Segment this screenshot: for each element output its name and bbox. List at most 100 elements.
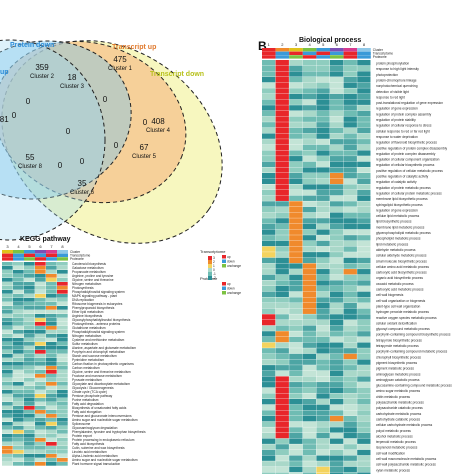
heatmap-cell xyxy=(35,386,46,390)
heatmap-cell xyxy=(35,262,46,266)
heatmap-cell xyxy=(357,342,371,348)
heatmap-cell xyxy=(357,252,371,258)
heatmap-cell xyxy=(289,116,303,122)
heatmap-cell xyxy=(275,195,289,201)
heatmap-cell xyxy=(302,82,317,88)
heatmap-cell xyxy=(24,262,35,266)
row-label: cellular aldehyde metabolic process xyxy=(376,254,427,258)
heatmap-cell xyxy=(357,274,371,281)
heatmap-cell xyxy=(57,362,68,366)
heatmap-cell xyxy=(357,319,371,326)
heatmap-cell xyxy=(357,139,371,145)
heatmap-cell xyxy=(46,366,57,370)
row-label: cellular lipid metabolic process xyxy=(376,214,420,218)
heatmap-cell xyxy=(343,127,357,134)
heatmap-cell xyxy=(46,274,57,278)
heatmap-cell xyxy=(57,290,68,294)
heatmap-cell xyxy=(330,173,344,179)
heatmap-cell xyxy=(262,252,276,258)
heatmap-cell xyxy=(46,434,57,438)
heatmap-cell xyxy=(2,382,13,386)
heatmap-cell xyxy=(275,314,289,320)
heatmap-cell xyxy=(262,60,276,66)
heatmap-cell xyxy=(275,263,289,269)
heatmap-cell xyxy=(275,466,289,473)
row-label: membrane lipid metabolic process xyxy=(376,225,425,229)
heatmap-cell xyxy=(330,246,344,252)
heatmap-cell xyxy=(343,93,357,100)
legend-scale-label: -1 xyxy=(213,272,216,276)
heatmap-cell xyxy=(275,201,289,207)
heatmap-cell xyxy=(357,173,371,179)
legend-transcriptome-item: down xyxy=(227,260,235,264)
heatmap-cell xyxy=(289,189,303,196)
heatmap-cell xyxy=(13,262,24,266)
heatmap-cell xyxy=(357,461,371,467)
row-label: Plant hormone signal transduction xyxy=(72,462,120,466)
heatmap-cell xyxy=(343,314,357,320)
heatmap-cell xyxy=(357,410,371,416)
heatmap-cell xyxy=(57,386,68,390)
row-label: polyol metabolic process xyxy=(376,429,411,433)
heatmap-cell xyxy=(343,286,357,292)
heatmap-cell xyxy=(275,427,289,433)
row-label: Fatty acid degradation xyxy=(72,402,104,406)
heatmap-cell xyxy=(262,438,276,444)
heatmap-cell xyxy=(46,362,57,366)
heatmap-cell xyxy=(343,240,357,247)
heatmap-cell xyxy=(302,415,317,422)
heatmap-cell xyxy=(2,458,13,462)
heatmap-cell xyxy=(330,269,344,275)
heatmap-cell xyxy=(357,82,371,88)
heatmap-cell xyxy=(330,461,344,467)
heatmap-cell xyxy=(343,404,357,410)
heatmap-cell xyxy=(35,302,46,306)
heatmap-cell xyxy=(262,246,276,252)
heatmap-cell xyxy=(24,318,35,322)
row-label: Glycosylphosphatidylinositol biosynthesi… xyxy=(72,318,131,322)
heatmap-cell xyxy=(275,280,289,286)
heatmap-cell xyxy=(302,218,317,224)
row-label: Phenylpropanoid biosynthesis xyxy=(72,306,115,310)
heatmap-cell xyxy=(35,366,46,370)
heatmap-cell xyxy=(57,318,68,322)
heatmap-cell xyxy=(57,406,68,410)
heatmap-cell xyxy=(330,359,344,365)
annotation-bar-cell xyxy=(13,257,24,261)
heatmap-cell xyxy=(302,382,317,388)
heatmap-cell xyxy=(343,466,357,473)
heatmap-cell xyxy=(330,438,344,444)
heatmap-cell xyxy=(357,353,371,360)
row-label: aminoglycan metabolic process xyxy=(376,372,421,376)
legend-proteome-swatch xyxy=(222,286,226,290)
row-label: Nitrogen metabolism xyxy=(72,334,102,338)
row-label: polysaccharide catabolic process xyxy=(376,406,423,410)
heatmap-cell xyxy=(357,161,371,168)
heatmap-cell xyxy=(2,358,13,362)
heatmap-cell xyxy=(343,444,357,450)
heatmap-cell xyxy=(289,319,303,326)
heatmap-cell xyxy=(275,122,289,128)
heatmap-cell xyxy=(46,342,57,346)
column-number: 5 xyxy=(28,244,31,249)
heatmap-cell xyxy=(289,455,303,461)
heatmap-cell xyxy=(343,421,357,427)
heatmap-cell xyxy=(302,240,317,247)
heatmap-cell xyxy=(316,201,330,207)
heatmap-cell xyxy=(2,278,13,282)
heatmap-cell xyxy=(302,60,317,66)
heatmap-cell xyxy=(35,286,46,290)
heatmap-cell xyxy=(289,133,303,139)
row-label: porphyrin-containing compound biosynthet… xyxy=(376,333,451,337)
heatmap-cell xyxy=(2,270,13,274)
row-label: Fatty acid elongation xyxy=(72,410,102,414)
heatmap-cell xyxy=(2,294,13,298)
annotation-bar-label: Cluster xyxy=(373,48,384,52)
row-label: Protein export xyxy=(72,434,92,438)
venn-region-count: 0 xyxy=(66,127,71,136)
heatmap-cell xyxy=(275,325,289,331)
heatmap-cell xyxy=(316,93,330,100)
heatmap-cell xyxy=(289,421,303,427)
